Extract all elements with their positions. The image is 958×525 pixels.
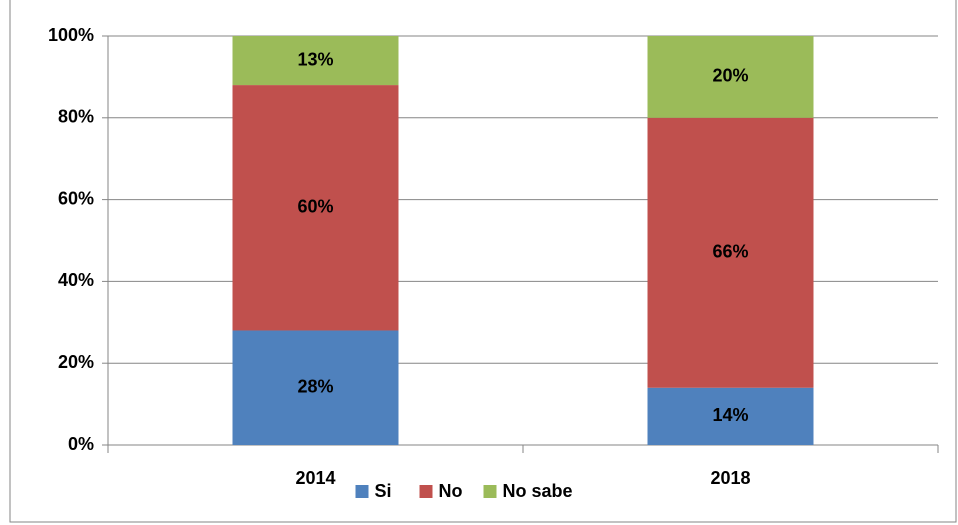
labels: 0% 20% 40% 60% 80% 100% 2014 28% 60% 13% 2018 14% 66… — [48, 25, 751, 501]
x-tick-label: 2018 — [710, 468, 750, 488]
legend-swatch — [483, 485, 497, 498]
bar-segment — [647, 36, 814, 118]
bar-segment — [232, 330, 399, 445]
x-tick-label: 2014 — [295, 468, 335, 488]
bar-segment — [232, 85, 399, 331]
bar-segment — [232, 36, 399, 86]
bars — [232, 36, 814, 445]
y-tick-label: 0% — [68, 434, 94, 454]
data-label: 13% — [297, 49, 333, 69]
chart-frame — [9, 0, 957, 523]
data-label: 20% — [712, 66, 748, 86]
y-tick-label: 80% — [58, 107, 94, 127]
bar-segment — [647, 387, 814, 445]
legend-label: No sabe — [503, 481, 573, 501]
legend-swatch — [355, 485, 369, 498]
y-tick-label: 60% — [58, 188, 94, 208]
legend-label: Si — [375, 481, 392, 501]
bar-segment — [647, 117, 814, 388]
y-tick-label: 20% — [58, 352, 94, 372]
legend-swatch — [419, 485, 433, 498]
y-tick-label: 40% — [58, 270, 94, 290]
y-tick-label: 100% — [48, 25, 94, 45]
data-label: 28% — [297, 376, 333, 396]
data-label: 60% — [297, 197, 333, 217]
data-label: 66% — [712, 242, 748, 262]
data-label: 14% — [712, 405, 748, 425]
legend-label: No — [439, 481, 463, 501]
